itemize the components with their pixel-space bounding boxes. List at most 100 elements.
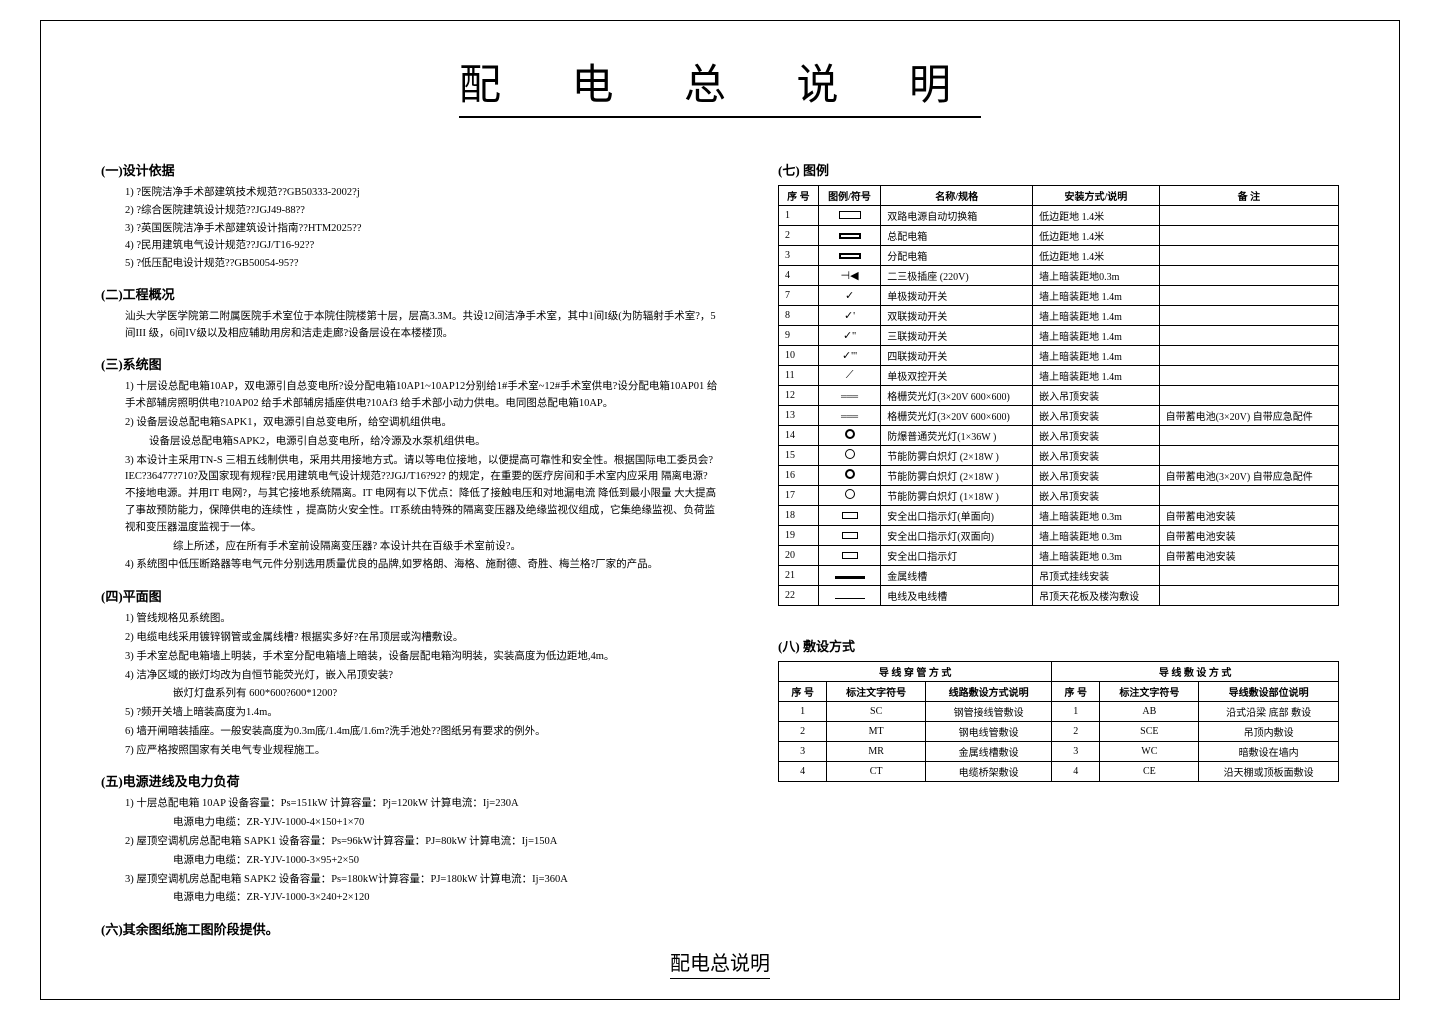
wiring-th: 序 号 <box>779 682 827 702</box>
legend-row: 16节能防雾白炽灯 (2×18W )嵌入吊顶安装自带蓄电池(3×20V) 自带应… <box>779 466 1339 486</box>
legend-cell: 2 <box>779 226 819 246</box>
legend-table: 序 号图例/符号名称/规格安装方式/说明备 注 1双路电源自动切换箱低边距地 1… <box>778 185 1339 606</box>
legend-cell: 自带蓄电池安装 <box>1159 506 1338 526</box>
wiring-cell: 1 <box>779 702 827 722</box>
section-3-list: 1) 十层设总配电箱10AP，双电源引自总变电所?设分配电箱10AP1~10AP… <box>101 379 718 574</box>
legend-cell: 金属线槽 <box>881 566 1033 586</box>
para-line: 1) 管线规格见系统图。 <box>101 611 718 628</box>
legend-cell: 总配电箱 <box>881 226 1033 246</box>
wiring-cell: SC <box>827 702 926 722</box>
legend-cell: 18 <box>779 506 819 526</box>
legend-row: 1双路电源自动切换箱低边距地 1.4米 <box>779 206 1339 226</box>
legend-cell: 单极双控开关 <box>881 366 1033 386</box>
legend-cell: 19 <box>779 526 819 546</box>
wiring-cell: 3 <box>1052 742 1100 762</box>
legend-cell: ⊣◀ <box>818 266 880 286</box>
legend-cell: 嵌入吊顶安装 <box>1033 466 1160 486</box>
legend-cell: 墙上暗装距地 1.4m <box>1033 326 1160 346</box>
wiring-body: 1SC钢管接线管敷设1AB沿式沿梁 底部 敷设2MT钢电线管敷设2SCE吊顶内敷… <box>779 702 1339 782</box>
legend-th: 图例/符号 <box>818 186 880 206</box>
wiring-cell: 4 <box>779 762 827 782</box>
legend-cell: 节能防雾白炽灯 (2×18W ) <box>881 446 1033 466</box>
legend-cell <box>1159 246 1338 266</box>
legend-row: 13═══格栅荧光灯(3×20V 600×600)嵌入吊顶安装自带蓄电池(3×2… <box>779 406 1339 426</box>
section-5-list: 1) 十层总配电箱 10AP 设备容量：Ps=151kW 计算容量：Pj=120… <box>101 796 718 907</box>
wiring-cell: MT <box>827 722 926 742</box>
legend-cell: 节能防雾白炽灯 (2×18W ) <box>881 466 1033 486</box>
wiring-th: 标注文字符号 <box>1100 682 1199 702</box>
legend-cell: 嵌入吊顶安装 <box>1033 426 1160 446</box>
legend-cell <box>818 566 880 586</box>
legend-body: 1双路电源自动切换箱低边距地 1.4米2 总配电箱低边距地 1.4米 3 分配电箱低边… <box>779 206 1339 606</box>
wiring-cell: 金属线槽敷设 <box>926 742 1052 762</box>
legend-cell <box>1159 586 1338 606</box>
wiring-cell: 钢电线管敷设 <box>926 722 1052 742</box>
wiring-cell: 2 <box>779 722 827 742</box>
para-line: 2) 设备层设总配电箱SAPK1，双电源引自总变电所，给空调机组供电。 <box>101 415 718 432</box>
wiring-cell: 钢管接线管敷设 <box>926 702 1052 722</box>
legend-cell: 墙上暗装距地 1.4m <box>1033 346 1160 366</box>
legend-cell: 3 <box>779 246 819 266</box>
legend-cell: 17 <box>779 486 819 506</box>
para-line: 5) ?频开关墙上暗装高度为1.4m。 <box>101 705 718 722</box>
legend-cell: 16 <box>779 466 819 486</box>
legend-cell <box>818 226 880 246</box>
legend-th: 备 注 <box>1159 186 1338 206</box>
legend-cell: 墙上暗装距地0.3m <box>1033 266 1160 286</box>
legend-cell: 12 <box>779 386 819 406</box>
legend-cell: 双路电源自动切换箱 <box>881 206 1033 226</box>
legend-cell: 双联拨动开关 <box>881 306 1033 326</box>
section-4-heading: (四)平面图 <box>101 586 718 605</box>
legend-cell <box>818 466 880 486</box>
legend-cell <box>1159 346 1338 366</box>
legend-cell: 低边距地 1.4米 <box>1033 246 1160 266</box>
legend-cell: 低边距地 1.4米 <box>1033 226 1160 246</box>
legend-row: 14防爆普通荧光灯(1×36W )嵌入吊顶安装 <box>779 426 1339 446</box>
legend-cell: 13 <box>779 406 819 426</box>
section-6-heading: (六)其余图纸施工图阶段提供。 <box>101 919 718 938</box>
para-line: 电源电力电缆：ZR-YJV-1000-4×150+1×70 <box>101 815 718 832</box>
wiring-cell: 电缆桥架敷设 <box>926 762 1052 782</box>
section-7-heading: (七) 图例 <box>778 160 1339 179</box>
legend-cell <box>818 506 880 526</box>
legend-cell: 墙上暗装距地 0.3m <box>1033 506 1160 526</box>
section-3-heading: (三)系统图 <box>101 354 718 373</box>
right-column: (七) 图例 序 号图例/符号名称/规格安装方式/说明备 注 1双路电源自动切换… <box>778 148 1339 944</box>
list-item: 1) ?医院洁净手术部建筑技术规范??GB50333-2002?j <box>125 185 718 201</box>
legend-row: 15节能防雾白炽灯 (2×18W )嵌入吊顶安装 <box>779 446 1339 466</box>
legend-cell: ✓ <box>818 286 880 306</box>
legend-cell <box>1159 486 1338 506</box>
wiring-header-row: 序 号标注文字符号线路敷设方式说明序 号标注文字符号导线敷设部位说明 <box>779 682 1339 702</box>
wiring-cell: 沿天棚或顶板面敷设 <box>1199 762 1339 782</box>
legend-cell: 四联拨动开关 <box>881 346 1033 366</box>
legend-cell <box>818 446 880 466</box>
legend-cell <box>1159 326 1338 346</box>
para-line: 综上所述，应在所有手术室前设隔离变压器? 本设计共在百级手术室前设?。 <box>101 539 718 556</box>
legend-cell: 安全出口指示灯(双面向) <box>881 526 1033 546</box>
wiring-cell: 3 <box>779 742 827 762</box>
legend-cell: ✓'' <box>818 326 880 346</box>
legend-row: 8✓'双联拨动开关墙上暗装距地 1.4m <box>779 306 1339 326</box>
wiring-th: 序 号 <box>1052 682 1100 702</box>
legend-cell: 自带蓄电池安装 <box>1159 526 1338 546</box>
legend-row: 21金属线槽吊顶式挂线安装 <box>779 566 1339 586</box>
legend-cell: 嵌入吊顶安装 <box>1033 446 1160 466</box>
legend-th: 安装方式/说明 <box>1033 186 1160 206</box>
legend-cell: 墙上暗装距地 0.3m <box>1033 526 1160 546</box>
para-line: 1) 十层设总配电箱10AP，双电源引自总变电所?设分配电箱10AP1~10AP… <box>101 379 718 413</box>
wiring-row: 2MT钢电线管敷设2SCE吊顶内敷设 <box>779 722 1339 742</box>
para-line: 设备层设总配电箱SAPK2，电源引自总变电所，给冷源及水泵机组供电。 <box>101 434 718 451</box>
legend-cell: 14 <box>779 426 819 446</box>
para-line: 1) 十层总配电箱 10AP 设备容量：Ps=151kW 计算容量：Pj=120… <box>101 796 718 813</box>
legend-cell: 墙上暗装距地 0.3m <box>1033 546 1160 566</box>
legend-cell <box>1159 566 1338 586</box>
legend-cell <box>1159 266 1338 286</box>
legend-cell: 分配电箱 <box>881 246 1033 266</box>
para-line: 3) 本设计主采用TN-S 三相五线制供电，采用共用接地方式。请以等电位接地，以… <box>101 453 718 537</box>
wiring-cell: 2 <box>1052 722 1100 742</box>
legend-header-row: 序 号图例/符号名称/规格安装方式/说明备 注 <box>779 186 1339 206</box>
legend-cell: 单极拨动开关 <box>881 286 1033 306</box>
page-border: 配 电 总 说 明 (一)设计依据 1) ?医院洁净手术部建筑技术规范??GB5… <box>40 20 1400 1000</box>
legend-th: 序 号 <box>779 186 819 206</box>
legend-cell <box>818 546 880 566</box>
